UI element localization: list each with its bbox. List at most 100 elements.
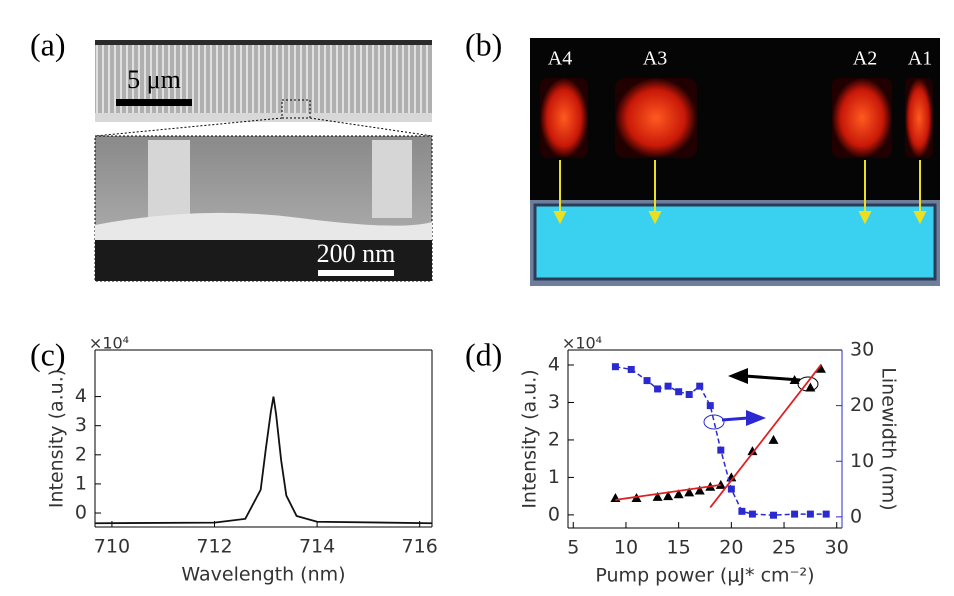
sem-wall [148, 140, 190, 218]
y-tick-label: 2 [548, 428, 560, 450]
y-tick-label: 4 [75, 385, 87, 407]
series-line [94, 396, 433, 525]
scale-label: 5 μm [127, 65, 181, 94]
marker [610, 493, 621, 503]
emission-spot [832, 78, 892, 158]
marker [685, 391, 693, 398]
marker-label: A1 [908, 48, 932, 70]
marker [694, 485, 705, 495]
marker [611, 363, 619, 371]
chart: (c) 710 712 714 716 0 1 2 3 4 Wavelength (nm) Inten… [30, 334, 438, 586]
series-line [615, 365, 827, 516]
marker [717, 446, 725, 454]
panel-a: (a) 5 μm 200 nm [30, 26, 433, 282]
marker [791, 510, 799, 518]
x-tick-label: 10 [614, 537, 638, 559]
zoom-line [309, 117, 433, 137]
y-tick-label: 0 [548, 503, 560, 525]
annotations [703, 368, 819, 430]
marker [675, 388, 683, 396]
marker [748, 510, 756, 518]
marker-label: A4 [548, 48, 572, 70]
x-tick-label: 712 [196, 536, 232, 558]
x-tick-label: 20 [719, 537, 743, 559]
marker [706, 402, 714, 410]
sem-wall [372, 140, 412, 218]
marker [684, 487, 695, 497]
y-tick-label: 3 [548, 391, 560, 413]
x-tick-label: 710 [94, 536, 130, 558]
marker [805, 382, 816, 392]
arrow [744, 374, 801, 382]
marker [663, 491, 674, 501]
y-tick-label: 3 [75, 414, 87, 436]
x-tick-label: 714 [299, 536, 335, 558]
marker-label: A2 [853, 48, 877, 70]
marker [815, 363, 826, 373]
marker [643, 377, 651, 385]
x-axis-label: Pump power (μJ* cm⁻²) [595, 565, 814, 587]
y-tick-label: 1 [548, 466, 560, 488]
x-tick-label: 15 [667, 537, 691, 559]
y-tick-label: 1 [75, 472, 87, 494]
panel-label: (b) [465, 26, 502, 62]
scale-bar [318, 270, 394, 276]
y2-tick-label: 30 [850, 339, 874, 361]
emission-spot [540, 78, 588, 158]
series-line [615, 484, 721, 501]
y2-tick-label: 10 [850, 450, 874, 472]
panel-label: (d) [465, 336, 502, 372]
nanowire [533, 203, 937, 281]
y2-tick-label: 20 [850, 394, 874, 416]
marker [664, 382, 672, 390]
x-tick-label: 716 [402, 536, 438, 558]
marker [654, 385, 662, 393]
zoom-box [281, 99, 311, 119]
y-multiplier: ×10⁴ [89, 334, 129, 353]
panel-label: (a) [30, 26, 66, 62]
marker [627, 365, 635, 373]
y2-tick-label: 0 [850, 505, 862, 527]
marker [652, 491, 663, 501]
sem-substrate [95, 212, 432, 240]
panel-label: (c) [30, 336, 66, 372]
y2-axis-label: Linewidth (nm) [878, 367, 900, 510]
x-tick-label: 25 [772, 537, 796, 559]
marker [770, 511, 777, 519]
y-axis-label: Intensity (a.u.) [519, 369, 541, 508]
panel-b: (b) A4 A3 A2 A1 [465, 26, 940, 286]
x-tick-label: 30 [825, 537, 849, 559]
marker [822, 510, 830, 518]
series-line [709, 364, 822, 508]
arrow-head [728, 368, 748, 384]
zoom-line [94, 117, 283, 137]
scale-bar [116, 99, 192, 106]
arrows [553, 160, 927, 225]
emission-spot [615, 78, 697, 158]
sem-edge [95, 113, 432, 122]
y-axis-label: Intensity (a.u.) [46, 369, 68, 508]
marker [738, 507, 746, 515]
x-tick-label: 5 [567, 537, 579, 559]
y-multiplier: ×10⁴ [562, 334, 602, 353]
marker [789, 374, 800, 384]
arrow [721, 416, 749, 422]
marker [727, 485, 735, 493]
y-tick-label: 2 [75, 443, 87, 465]
scale-label: 200 nm [317, 239, 396, 268]
x-axis-label: Wavelength (nm) [181, 564, 345, 586]
y-tick-label: 0 [75, 502, 87, 524]
marker [715, 479, 726, 489]
y-tick-label: 4 [548, 353, 560, 375]
ellipse [703, 414, 725, 430]
marker-label: A3 [643, 48, 667, 70]
marker [673, 489, 684, 499]
marker [747, 446, 758, 456]
marker [696, 382, 704, 390]
marker [806, 510, 814, 518]
arrow-head [746, 410, 766, 426]
marker [768, 434, 779, 444]
emission-spot [905, 78, 933, 158]
